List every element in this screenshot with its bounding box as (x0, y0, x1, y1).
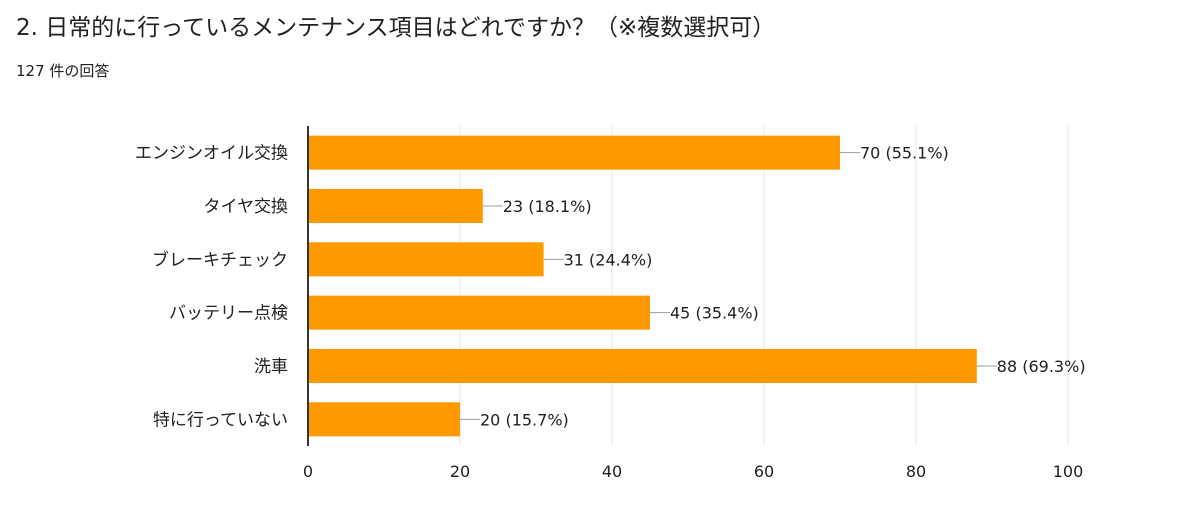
response-count: 127 件の回答 (16, 62, 110, 80)
value-label: 20 (15.7%) (480, 410, 569, 429)
category-label: バッテリー点検 (169, 304, 288, 324)
value-label: 23 (18.1%) (503, 197, 592, 216)
x-tick-label: 20 (450, 462, 470, 481)
category-label: エンジンオイル交換 (135, 144, 288, 164)
axis-layer: 0 20 40 60 80 100 (303, 126, 1083, 481)
value-label: 45 (35.4%) (670, 304, 759, 323)
bar (308, 135, 840, 170)
label-layer: エンジンオイル交換 70 (55.1%) タイヤ交換 23 (18.1%) ブレーキチェ… (135, 144, 1086, 431)
bar (308, 189, 483, 223)
value-label: 88 (69.3%) (997, 357, 1086, 376)
x-tick-label: 60 (754, 462, 774, 481)
bar (308, 402, 460, 437)
value-label: 70 (55.1%) (860, 144, 949, 163)
question-title: 2. 日常的に行っているメンテナンス項目はどれですか？（※複数選択可） (16, 15, 776, 41)
category-label: ブレーキチェック (152, 249, 288, 270)
x-tick-label: 0 (303, 462, 313, 481)
bar (308, 349, 977, 383)
x-tick-label: 80 (906, 462, 926, 481)
x-tick-label: 100 (1053, 462, 1084, 481)
bar-layer (308, 135, 977, 437)
x-tick-label: 40 (602, 462, 622, 481)
grid-layer (459, 126, 1069, 446)
value-label: 31 (24.4%) (564, 250, 653, 269)
category-label: 特に行っていない (153, 410, 288, 430)
bar (308, 242, 544, 277)
category-label: 洗車 (254, 357, 288, 377)
category-label: タイヤ交換 (204, 197, 289, 217)
bar (308, 295, 650, 330)
